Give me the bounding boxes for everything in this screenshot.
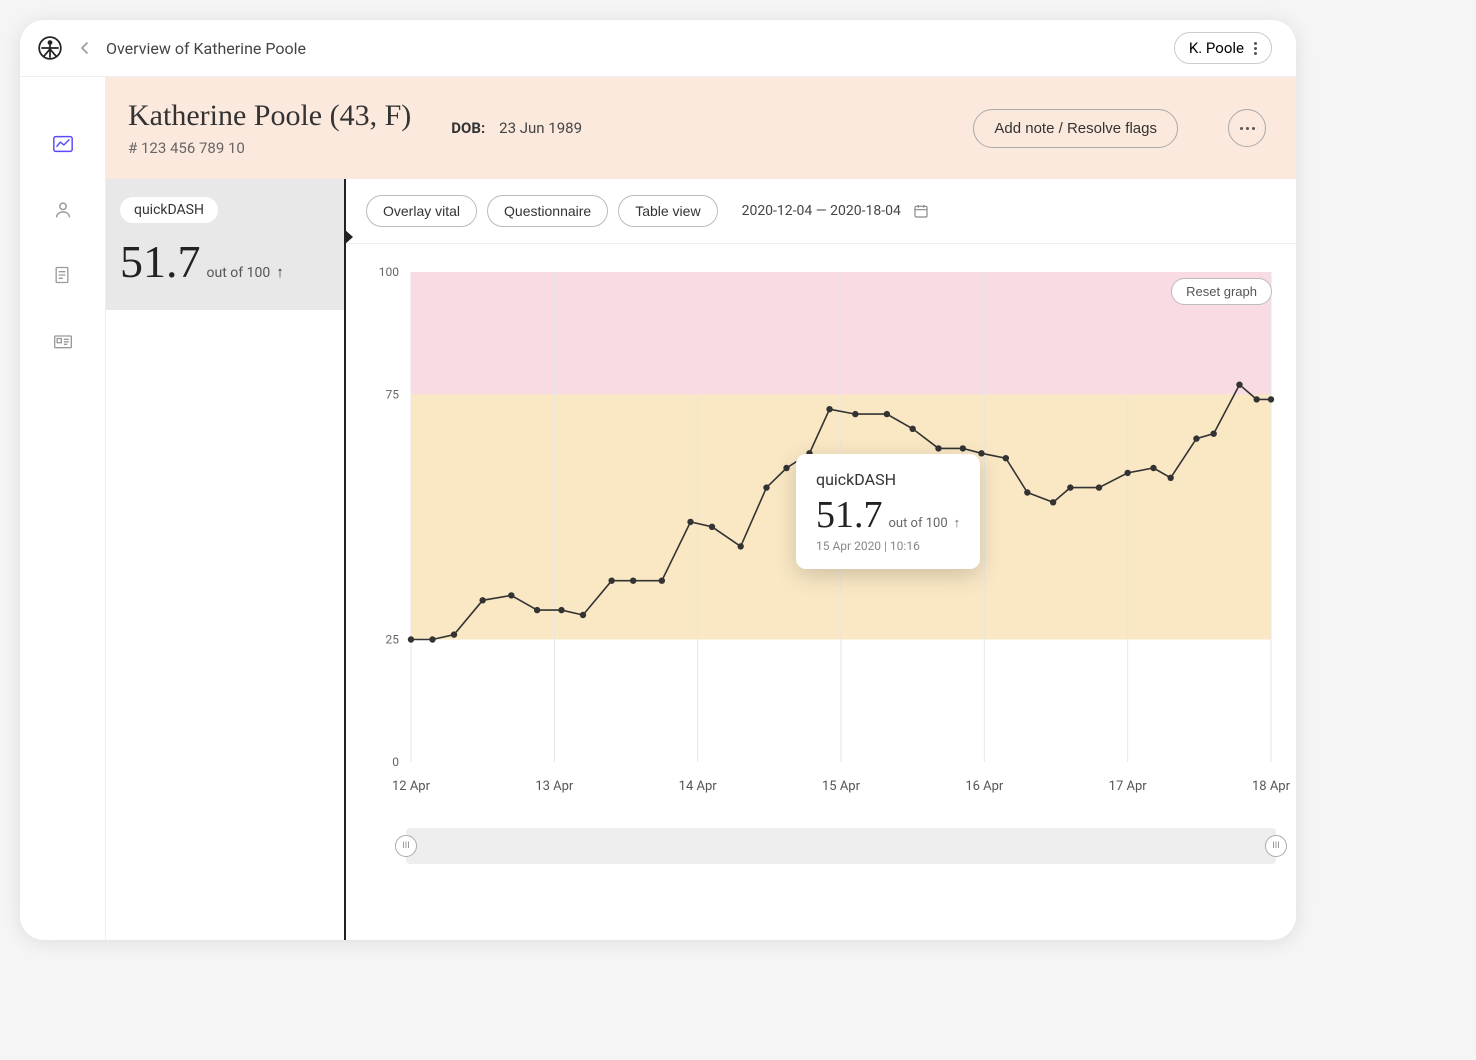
calendar-icon (913, 203, 929, 219)
user-pill-label: K. Poole (1189, 39, 1244, 57)
patient-banner: Katherine Poole (43, F) # 123 456 789 10… (106, 77, 1296, 179)
svg-text:17 Apr: 17 Apr (1109, 779, 1148, 794)
nav-person-icon[interactable] (52, 199, 74, 221)
questionnaire-button[interactable]: Questionnaire (487, 195, 608, 227)
table-view-button[interactable]: Table view (618, 195, 717, 227)
range-handle-right[interactable]: III (1265, 835, 1287, 857)
top-bar: Overview of Katherine Poole K. Poole (20, 20, 1296, 77)
chart-area: Overlay vital Questionnaire Table view 2… (346, 179, 1296, 940)
time-range-slider[interactable]: III III (406, 828, 1276, 864)
app-logo-icon (36, 34, 64, 62)
svg-text:0: 0 (392, 755, 399, 769)
user-menu-button[interactable]: K. Poole (1174, 32, 1272, 64)
svg-text:16 Apr: 16 Apr (965, 779, 1004, 794)
nav-chart-icon[interactable] (52, 133, 74, 155)
tooltip-value: 51.7 (816, 493, 883, 537)
overlay-vital-button[interactable]: Overlay vital (366, 195, 477, 227)
svg-text:12 Apr: 12 Apr (392, 779, 431, 794)
trend-up-icon: ↑ (276, 263, 284, 281)
nav-dashboard-icon[interactable] (52, 331, 74, 353)
svg-text:18 Apr: 18 Apr (1252, 779, 1291, 794)
nav-document-icon[interactable] (52, 265, 74, 287)
tooltip-title: quickDASH (816, 470, 960, 489)
more-actions-button[interactable] (1228, 109, 1266, 147)
svg-text:14 Apr: 14 Apr (679, 779, 718, 794)
more-icon (1240, 127, 1255, 130)
score-value: 51.7 (120, 235, 201, 288)
kebab-icon (1254, 42, 1257, 55)
svg-text:100: 100 (379, 265, 399, 279)
chart-tooltip: quickDASH 51.7 out of 100 ↑ 15 Apr 2020 … (796, 454, 980, 569)
chart-toolbar: Overlay vital Questionnaire Table view 2… (346, 179, 1296, 244)
reset-graph-button[interactable]: Reset graph (1171, 278, 1272, 305)
svg-text:13 Apr: 13 Apr (535, 779, 574, 794)
back-icon[interactable] (78, 41, 92, 55)
score-card[interactable]: quickDASH 51.7 out of 100 ↑ (106, 179, 344, 310)
svg-text:15 Apr: 15 Apr (822, 779, 861, 794)
left-nav-rail (20, 77, 106, 940)
dob-value: 23 Jun 1989 (499, 119, 582, 137)
dob-label: DOB: (451, 119, 485, 137)
breadcrumb[interactable]: Overview of Katherine Poole (106, 39, 306, 58)
score-sub: out of 100 (207, 265, 271, 281)
svg-text:75: 75 (386, 388, 400, 402)
date-range-picker[interactable]: 2020-12-04 — 2020-18-04 (728, 196, 943, 226)
add-note-button[interactable]: Add note / Resolve flags (973, 109, 1178, 148)
tooltip-sub: out of 100 (889, 516, 948, 531)
svg-text:25: 25 (386, 633, 400, 647)
patient-name: Katherine Poole (43, F) (128, 99, 411, 133)
tooltip-timestamp: 15 Apr 2020 | 10:16 (816, 539, 960, 553)
date-range-text: 2020-12-04 — 2020-18-04 (742, 203, 901, 219)
tooltip-arrow-icon: ↑ (954, 515, 961, 531)
metric-side-panel: quickDASH 51.7 out of 100 ↑ (106, 179, 346, 940)
patient-id: # 123 456 789 10 (128, 139, 411, 157)
metric-pill: quickDASH (120, 197, 218, 223)
range-handle-left[interactable]: III (395, 835, 417, 857)
